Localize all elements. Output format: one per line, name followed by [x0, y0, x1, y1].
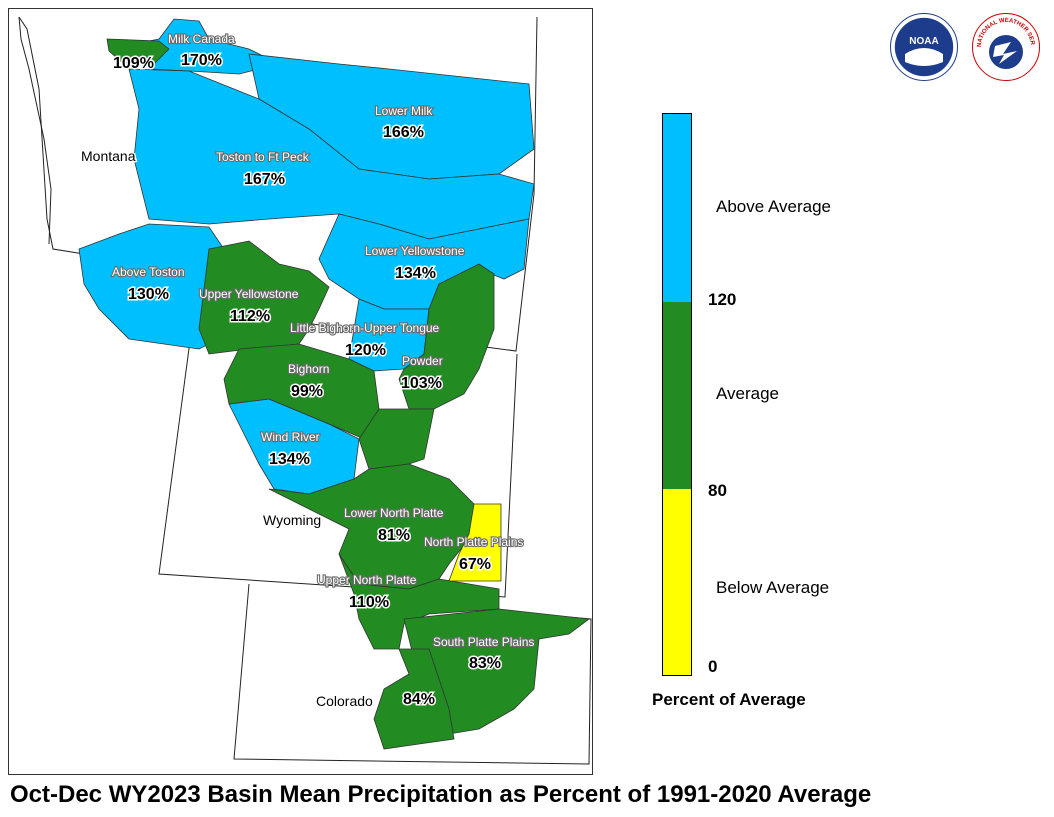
montana-west-border	[18, 16, 52, 245]
basin-84	[373, 648, 455, 750]
lower-north-platte-basin	[268, 463, 475, 590]
nws-logo: NATIONAL WEATHER SERVICE	[971, 10, 1040, 81]
legend-tick-80: 80	[708, 481, 727, 500]
legend-tick-120: 120	[708, 290, 737, 309]
basin-value: 103%	[401, 375, 442, 392]
legend-category-above: Above Average	[716, 197, 831, 216]
legend-band-average	[663, 302, 691, 489]
basin-label-lower-north-platte: Lower North Platte	[344, 506, 444, 520]
basin-value: 134%	[269, 451, 310, 468]
basin-value: 134%	[395, 265, 436, 282]
basins-below	[448, 503, 502, 582]
basin-label-above-toston: Above Toston	[112, 265, 185, 279]
basin-label-upper-north-platte: Upper North Platte	[317, 573, 417, 587]
legend-band-below	[663, 489, 691, 675]
basin-value: 83%	[469, 655, 501, 672]
map-frame: Montana Wyoming Colorado Milk Canada Low…	[8, 8, 593, 775]
basin-label-north-platte-plains: North Platte Plains	[424, 535, 523, 549]
montana-outline	[18, 16, 538, 352]
state-boundaries	[18, 16, 592, 765]
legend-band-above	[663, 114, 691, 302]
basin-label-little-bighorn: Little Bighorn-Upper Tongue	[290, 321, 440, 335]
basin-value: 167%	[244, 171, 285, 188]
basin-label-upper-yellowstone: Upper Yellowstone	[199, 287, 299, 301]
basin-label-bighorn: Bighorn	[288, 362, 329, 376]
basin-value: 67%	[459, 556, 491, 573]
north-platte-plains-basin	[448, 503, 502, 582]
upper-yellowstone-basin	[198, 240, 330, 355]
basins-above	[78, 18, 535, 495]
basin-value: 166%	[383, 124, 424, 141]
basin-value: 84%	[403, 691, 435, 708]
legend-category-average: Average	[716, 384, 780, 403]
state-label-wyoming: Wyoming	[263, 512, 321, 528]
basin-label-lower-milk: Lower Milk	[375, 104, 433, 118]
basin-label-toston: Toston to Ft Peck	[216, 150, 310, 164]
legend-bar	[662, 113, 692, 676]
state-label-colorado: Colorado	[316, 693, 373, 709]
wyoming-outline	[158, 310, 518, 598]
basin-value: 120%	[345, 342, 386, 359]
basin-value: 109%	[113, 55, 154, 72]
basins-average	[106, 38, 591, 750]
basin-map: Montana Wyoming Colorado Milk Canada Low…	[18, 16, 592, 765]
basin-label-wind-river: Wind River	[261, 430, 320, 444]
basin-value: 130%	[128, 286, 169, 303]
powder-basin	[398, 263, 495, 410]
basin-109	[106, 38, 170, 65]
map-title: Oct-Dec WY2023 Basin Mean Precipitation …	[10, 781, 872, 808]
basin-value: 170%	[181, 52, 222, 69]
legend-tick-0: 0	[708, 657, 718, 676]
legend-category-below: Below Average	[716, 578, 830, 597]
basin-value: 112%	[230, 308, 270, 325]
basin-label-lower-yellowstone: Lower Yellowstone	[365, 244, 465, 258]
noaa-logo: NOAA	[890, 13, 958, 81]
upper-north-platte-basin	[338, 553, 500, 650]
basin-value: 99%	[291, 383, 323, 400]
basin-label-south-platte-plains: South Platte Plains	[433, 635, 534, 649]
basin-value: 110%	[349, 594, 389, 611]
noaa-logo-text: NOAA	[909, 36, 938, 47]
state-label-montana: Montana	[81, 148, 136, 164]
basin-label-milk-canada: Milk Canada	[168, 32, 235, 46]
basin-label-powder: Powder	[402, 354, 443, 368]
legend-title: Percent of Average	[652, 690, 806, 709]
basin-value: 81%	[378, 527, 410, 544]
